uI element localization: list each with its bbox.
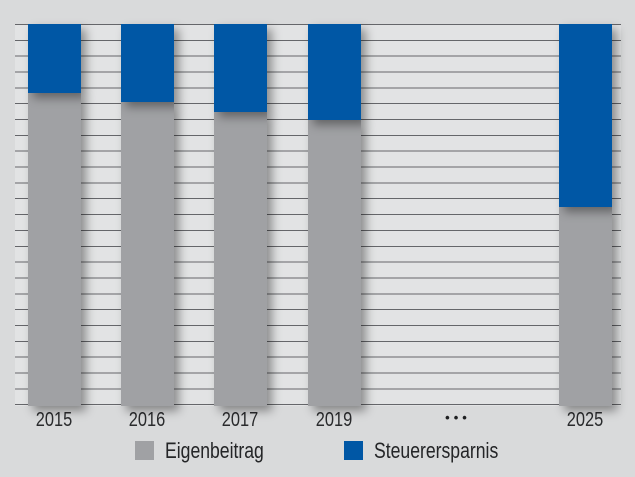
eigenbeitrag-segment bbox=[27, 92, 81, 406]
x-axis-label-2019: 2019 bbox=[315, 409, 353, 431]
bar-2016 bbox=[120, 24, 174, 406]
bar-2017 bbox=[213, 24, 267, 406]
bar-2019 bbox=[307, 24, 361, 406]
eigenbeitrag-segment bbox=[558, 207, 612, 406]
eigenbeitrag-swatch-icon bbox=[135, 441, 154, 460]
steuerersparnis-segment bbox=[120, 24, 174, 103]
bars-layer bbox=[15, 24, 621, 406]
steuerersparnis-segment bbox=[307, 24, 361, 120]
x-axis-label-2016: 2016 bbox=[128, 409, 166, 431]
x-axis-gap-ellipsis: ••• bbox=[445, 410, 471, 425]
eigenbeitrag-segment bbox=[307, 119, 361, 406]
x-axis-label-2017: 2017 bbox=[221, 409, 259, 431]
steuerersparnis-swatch-icon bbox=[344, 441, 363, 460]
legend: Eigenbeitrag Steuerersparnis bbox=[0, 437, 635, 466]
legend-label-eigenbeitrag: Eigenbeitrag bbox=[165, 437, 264, 463]
steuerersparnis-segment bbox=[27, 24, 81, 93]
x-axis-label-2025: 2025 bbox=[566, 409, 604, 431]
eigenbeitrag-segment bbox=[213, 111, 267, 406]
steuerersparnis-segment bbox=[558, 24, 612, 208]
bar-2025 bbox=[558, 24, 612, 406]
legend-item-eigenbeitrag: Eigenbeitrag bbox=[135, 437, 289, 463]
x-axis-label-2015: 2015 bbox=[35, 409, 73, 431]
eigenbeitrag-segment bbox=[120, 102, 174, 406]
plot-area bbox=[15, 24, 621, 406]
x-axis: 2015 2016 2017 2019 ••• 2025 bbox=[0, 408, 635, 432]
legend-label-steuerersparnis: Steuerersparnis bbox=[374, 437, 499, 463]
legend-item-steuerersparnis: Steuerersparnis bbox=[344, 437, 529, 463]
bar-2015 bbox=[27, 24, 81, 406]
steuerersparnis-segment bbox=[213, 24, 267, 112]
